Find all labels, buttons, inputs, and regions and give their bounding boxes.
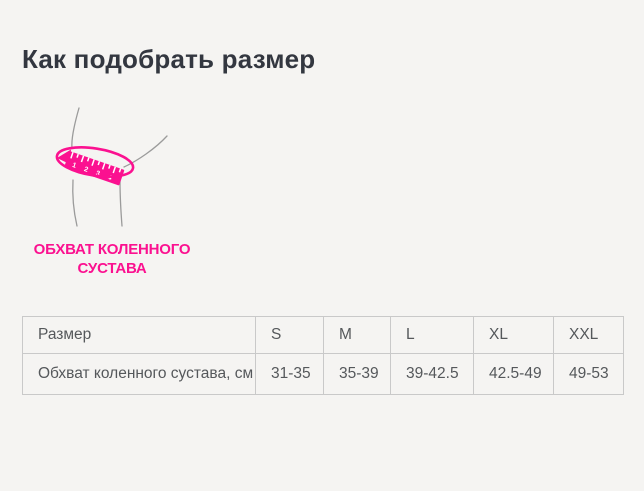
leg-outline (71, 107, 168, 227)
size-table-header-m: M (323, 316, 391, 354)
svg-text:2: 2 (83, 166, 89, 174)
tape-ticks (70, 152, 122, 174)
size-table-header-label: Размер (22, 316, 256, 354)
size-table-header-s: S (255, 316, 324, 354)
size-table-value-s: 31-35 (255, 353, 324, 395)
size-table-value-xxl: 49-53 (553, 353, 624, 395)
tape-end-triangle (57, 149, 71, 164)
size-table-row-label: Обхват коленного сустава, см (22, 353, 256, 395)
size-table-header-xl: XL (473, 316, 554, 354)
page-title: Как подобрать размер (22, 44, 316, 74)
size-table-header-l: L (390, 316, 474, 354)
svg-text:3: 3 (95, 170, 101, 178)
tape-loop-ellipse (55, 146, 135, 178)
size-table-data-row: Обхват коленного сустава, см 31-35 35-39… (22, 353, 624, 395)
knee-caption: ОБХВАТ КОЛЕННОГО СУСТАВА (16, 240, 208, 278)
knee-tape-icon: 1 2 3 4 (55, 107, 168, 227)
knee-caption-line2: СУСТАВА (77, 260, 147, 277)
svg-text:4: 4 (107, 174, 113, 182)
tape-numbers: 1 2 3 4 (71, 162, 113, 182)
size-table-value-l: 39-42.5 (390, 353, 474, 395)
knee-caption-line1: ОБХВАТ КОЛЕННОГО (33, 241, 191, 258)
knee-measurement-illustration: 1 2 3 4 (28, 106, 173, 231)
svg-text:1: 1 (71, 162, 77, 170)
size-table-header-row: Размер S M L XL XXL (22, 316, 624, 354)
size-table-header-xxl: XXL (553, 316, 624, 354)
size-table-value-xl: 42.5-49 (473, 353, 554, 395)
size-table: Размер S M L XL XXL Обхват коленного сус… (22, 316, 624, 395)
size-table-value-m: 35-39 (323, 353, 391, 395)
